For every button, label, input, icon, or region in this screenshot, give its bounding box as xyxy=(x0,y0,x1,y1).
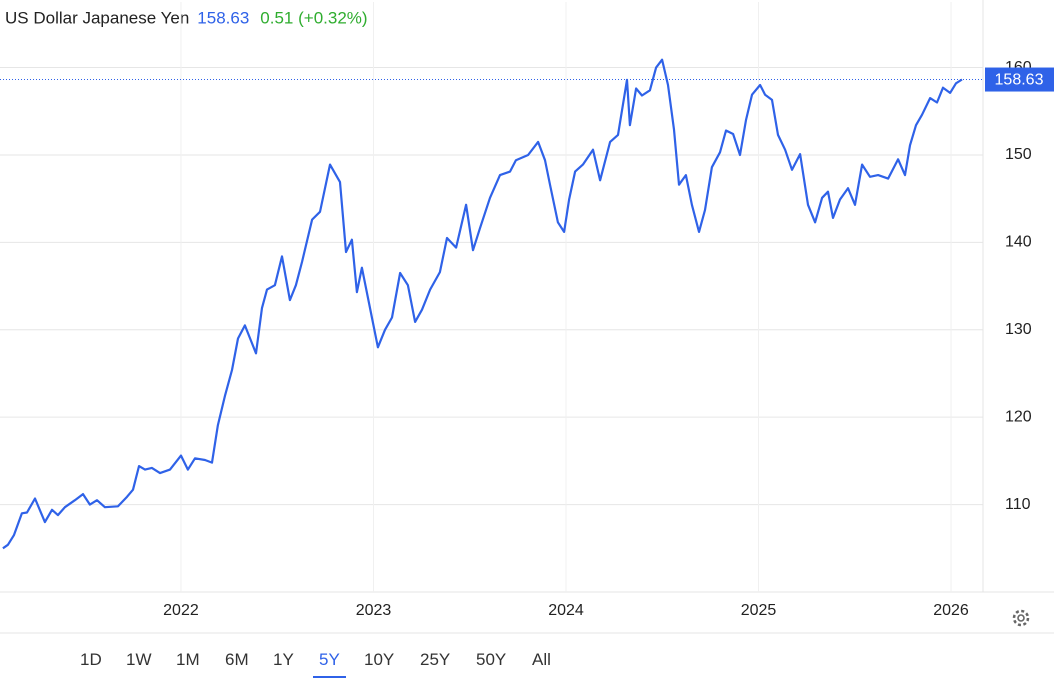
x-tick-label: 2024 xyxy=(548,602,584,619)
price: 158.63 xyxy=(197,8,249,27)
range-button[interactable]: 1Y xyxy=(273,650,294,669)
last-price-label: 158.63 xyxy=(995,72,1044,89)
range-button[interactable]: 1D xyxy=(80,650,102,669)
range-button[interactable]: 5Y xyxy=(313,648,346,678)
x-tick-label: 2026 xyxy=(933,602,969,619)
y-tick-label: 150 xyxy=(1005,146,1032,163)
y-tick-label: 140 xyxy=(1005,234,1032,251)
price-line xyxy=(2,58,963,550)
y-tick-label: 120 xyxy=(1005,408,1032,425)
range-button[interactable]: 1M xyxy=(176,650,200,669)
y-tick-label: 110 xyxy=(1005,496,1031,513)
chart-title: US Dollar Japanese Yen xyxy=(5,8,189,27)
range-button[interactable]: 6M xyxy=(225,650,249,669)
change: 0.51 (+0.32%) xyxy=(260,8,367,27)
last-price-box xyxy=(985,67,1054,92)
x-tick-label: 2022 xyxy=(163,602,199,619)
range-button[interactable]: 10Y xyxy=(364,650,395,669)
x-tick-label: 2025 xyxy=(741,602,777,619)
range-button[interactable]: 25Y xyxy=(420,650,451,669)
range-button[interactable]: 50Y xyxy=(476,650,507,669)
settings-icon[interactable] xyxy=(1012,609,1030,627)
x-tick-label: 2023 xyxy=(356,602,392,619)
range-button[interactable]: All xyxy=(532,650,551,669)
y-tick-label: 130 xyxy=(1005,321,1032,338)
range-button[interactable]: 1W xyxy=(126,650,152,669)
